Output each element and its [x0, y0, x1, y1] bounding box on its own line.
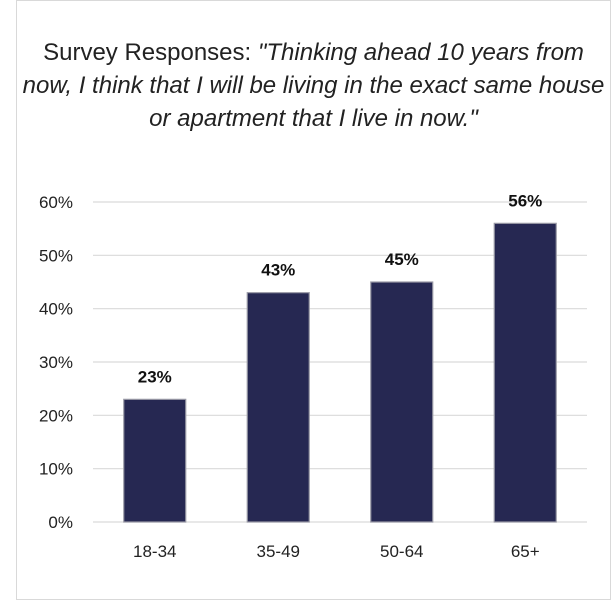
x-tick-label: 65+ [511, 542, 540, 561]
chart-title-prefix: Survey Responses: [43, 39, 258, 66]
bar [246, 292, 310, 523]
y-tick-label: 50% [39, 246, 73, 265]
y-tick-label: 20% [39, 406, 73, 425]
y-tick-label: 40% [39, 300, 73, 319]
chart-title: Survey Responses: "Thinking ahead 10 yea… [16, 36, 611, 135]
y-tick-label: 60% [39, 193, 73, 212]
bar [493, 222, 557, 523]
chart-title-quote: "Thinking ahead 10 years from now, I thi… [22, 39, 605, 132]
x-tick-label: 18-34 [133, 542, 176, 561]
data-label: 23% [138, 367, 172, 386]
bar [370, 281, 434, 523]
data-label: 43% [261, 261, 295, 280]
y-tick-label: 0% [48, 513, 73, 532]
data-label: 45% [385, 250, 419, 269]
x-tick-label: 35-49 [257, 542, 300, 561]
y-tick-label: 30% [39, 353, 73, 372]
data-label: 56% [508, 191, 542, 210]
bar [123, 398, 187, 523]
x-tick-label: 50-64 [380, 542, 423, 561]
bar-chart: 0% 10% 20% 30% 40% 50% 60% 23% 18-34 43% 35-49 45% 5… [39, 191, 587, 561]
y-tick-label: 10% [39, 460, 73, 479]
